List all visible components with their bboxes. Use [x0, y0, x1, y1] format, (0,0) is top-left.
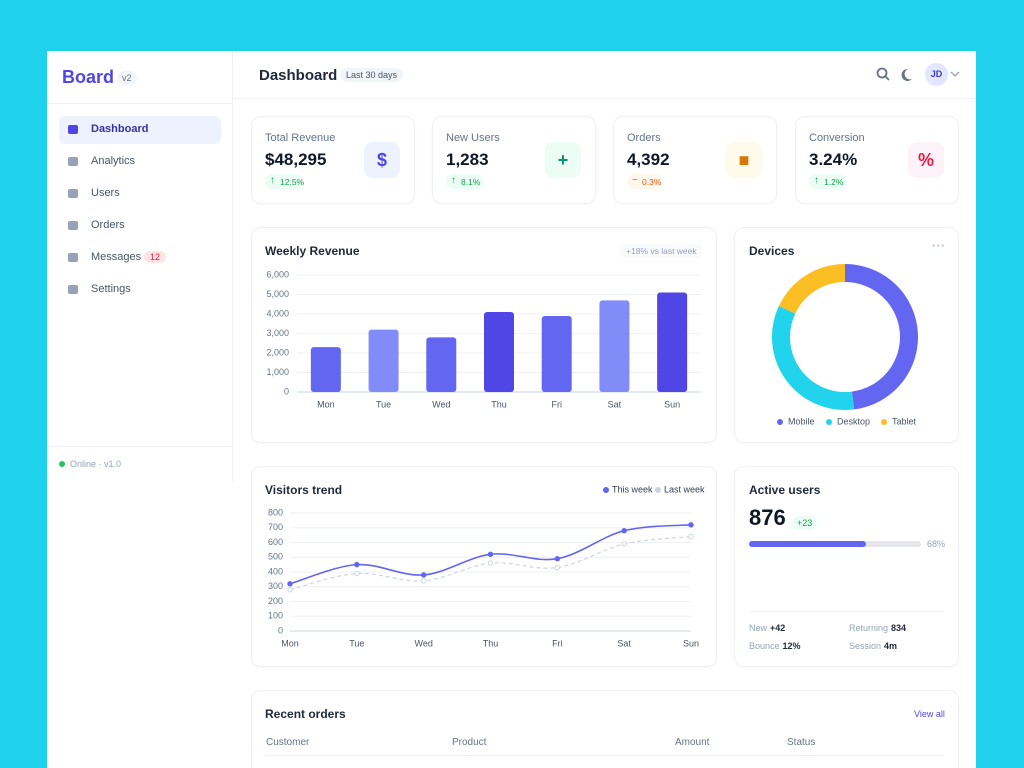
divider	[749, 611, 944, 612]
kpi-change: 0.3%	[642, 177, 662, 187]
kpi-label: Conversion	[809, 132, 865, 144]
progress-fill	[749, 541, 866, 547]
weekly-revenue-card	[251, 227, 717, 443]
nav-icon	[68, 253, 78, 262]
stat: Bounce 12%	[749, 641, 801, 651]
divider	[47, 446, 232, 447]
stat-value: +42	[770, 623, 786, 633]
brand: Board	[62, 67, 115, 87]
kpi-trend-arrow: ↑	[814, 175, 819, 186]
nav-icon	[68, 157, 78, 166]
nav-icon	[68, 285, 78, 294]
nav-icon	[68, 125, 78, 134]
page-title: Dashboard	[259, 67, 338, 84]
nav-active-bg	[59, 116, 221, 144]
card-title: Recent orders	[265, 707, 346, 721]
nav-item[interactable]: Orders	[91, 219, 125, 231]
stat-label: Returning	[849, 623, 889, 633]
kpi-change: 1.2%	[824, 177, 844, 187]
kpi-trend-arrow: ↑	[451, 175, 456, 186]
kpi-change: 12.5%	[280, 177, 305, 187]
status-dot	[59, 461, 65, 467]
stat: Returning 834	[849, 623, 906, 633]
kpi-trend-arrow: −	[632, 175, 638, 186]
stat-value: 834	[891, 623, 907, 633]
nav-badge: 12	[144, 251, 167, 263]
kpi-icon: $	[364, 142, 400, 178]
stat-value: 4m	[884, 641, 898, 651]
active-users-card	[734, 466, 959, 667]
kpi-change-bg	[809, 174, 847, 189]
view-all-link[interactable]: View all	[914, 709, 945, 719]
avatar-caret[interactable]	[950, 70, 960, 78]
kpi-value: 4,392	[627, 150, 670, 169]
divider	[265, 755, 944, 756]
card-menu[interactable]: •••	[932, 241, 946, 252]
kpi-label: New Users	[446, 132, 500, 144]
avatar[interactable]: JD	[925, 63, 948, 86]
stat: New +42	[749, 623, 785, 633]
kpi-change-bg	[265, 174, 303, 189]
kpi-label: Total Revenue	[265, 132, 336, 144]
column-header: Amount	[675, 737, 710, 748]
card-title: Devices	[749, 244, 795, 258]
kpi-trend-arrow: ↑	[270, 175, 275, 186]
stat-label: New	[749, 623, 768, 633]
kpi-value: 1,283	[446, 150, 489, 169]
progress-label: 68%	[927, 539, 946, 549]
column-header: Product	[452, 737, 487, 748]
sidebar-border	[232, 51, 233, 481]
card-title: Visitors trend	[265, 483, 343, 497]
stat: Session 4m	[849, 641, 897, 651]
divider	[47, 103, 232, 104]
kpi-change-bg	[446, 174, 484, 189]
active-users-change: +23	[792, 516, 818, 530]
kpi-icon: %	[908, 142, 944, 178]
nav-item[interactable]: Messages	[91, 251, 142, 263]
active-users-value: 876	[749, 505, 786, 530]
header-border	[233, 98, 976, 99]
stat-label: Session	[849, 641, 882, 651]
devices-card	[734, 227, 959, 443]
card-title: Weekly Revenue	[265, 244, 360, 258]
kpi-change-bg	[627, 174, 661, 189]
kpi-icon: ■	[726, 142, 762, 178]
range-badge[interactable]: Last 30 days	[340, 68, 404, 82]
nav-item[interactable]: Users	[91, 187, 120, 199]
nav-icon	[68, 221, 78, 230]
search-icon[interactable]	[876, 67, 892, 83]
stat-value: 12%	[782, 641, 801, 651]
card-title: Active users	[749, 483, 821, 497]
status-text: Online · v1.0	[70, 459, 122, 469]
nav-item[interactable]: Settings	[91, 283, 131, 295]
progress-track	[749, 541, 921, 547]
stat-label: Bounce	[749, 641, 780, 651]
kpi-change: 8.1%	[461, 177, 481, 187]
kpi-label: Orders	[627, 132, 661, 144]
recent-orders-card	[251, 690, 959, 768]
theme-icon[interactable]	[899, 67, 915, 83]
column-header: Status	[787, 737, 816, 748]
column-header: Customer	[266, 737, 310, 748]
kpi-value: 3.24%	[809, 150, 858, 169]
nav-icon	[68, 189, 78, 198]
kpi-value: $48,295	[265, 150, 327, 169]
version-badge: v2	[117, 71, 137, 85]
nav-item[interactable]: Dashboard	[91, 123, 149, 135]
revenue-note: +18% vs last week	[620, 244, 703, 258]
nav-item[interactable]: Analytics	[91, 155, 136, 167]
kpi-icon: +	[545, 142, 581, 178]
